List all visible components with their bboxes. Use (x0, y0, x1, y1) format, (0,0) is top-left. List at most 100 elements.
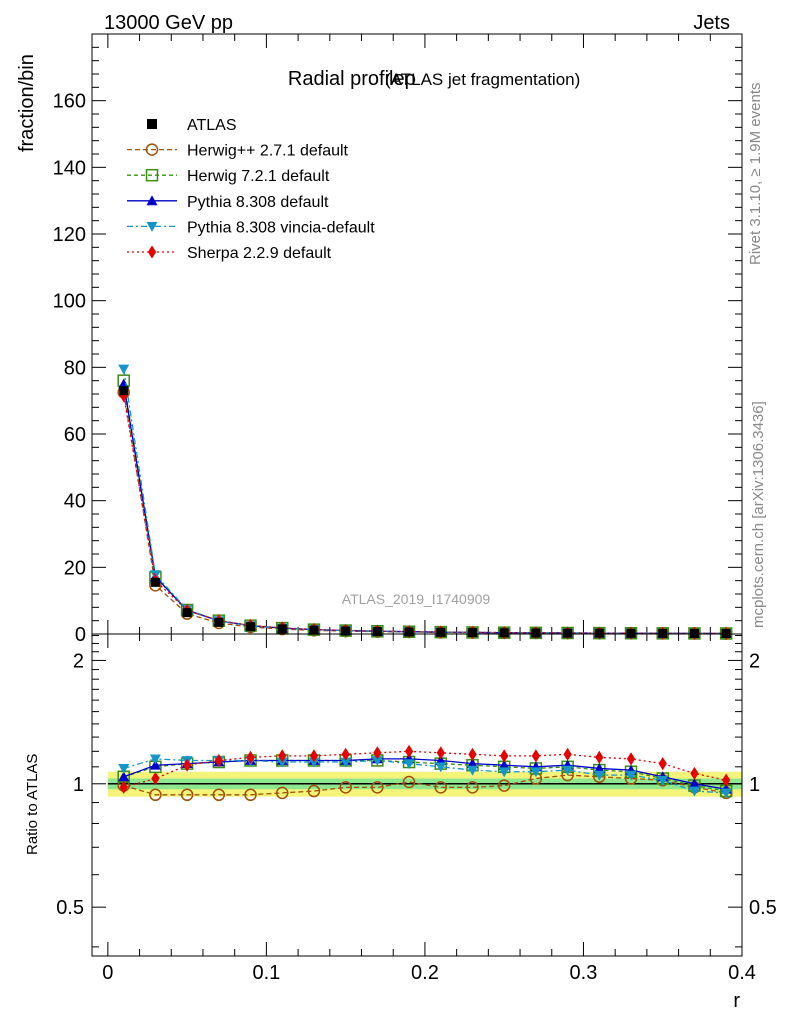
reference-point (531, 628, 541, 638)
ratio-series-point (722, 773, 731, 787)
ratio-series-point (118, 764, 130, 774)
ratio-series-point (466, 781, 479, 794)
ratio-plot-frame (91, 633, 743, 957)
x-tick-label: 0.2 (411, 962, 439, 984)
ratio-series-point (626, 752, 636, 766)
ratio-series-point (500, 749, 509, 763)
reference-point (689, 628, 699, 638)
ratio-axis-ticks: 0.5 0.5 1 1 2 2 (56, 634, 777, 956)
ratio-series-point (402, 775, 416, 789)
ratio-series-point (180, 788, 194, 802)
ratio-series-point (466, 758, 478, 769)
ratio-series-point (149, 759, 161, 770)
legend-entry: Herwig 7.2.1 default (127, 168, 330, 185)
legend-label: Pythia 8.308 default (187, 194, 329, 211)
legend-marker (145, 168, 159, 182)
ratio-series-point (657, 775, 669, 786)
ratio-series-point (563, 747, 572, 761)
y-tick-label: 40 (64, 491, 86, 513)
legend-entry: Pythia 8.308 default (127, 194, 329, 211)
reference-point (182, 608, 192, 618)
reference-point (563, 628, 573, 638)
ratio-series-group (117, 744, 733, 802)
analysis-watermark: ATLAS_2019_I1740909 (342, 591, 491, 607)
y-tick-label: 20 (64, 557, 86, 579)
reference-point (214, 617, 224, 627)
ratio-series-point (498, 767, 510, 778)
ratio-series-point (340, 757, 352, 768)
legend-marker (146, 222, 158, 232)
ratio-series-point (276, 757, 288, 768)
reference-point (150, 577, 160, 587)
reference-point (658, 628, 668, 638)
ratio-series-point (593, 770, 605, 781)
reference-series (119, 386, 731, 638)
ratio-series-point (595, 750, 604, 764)
ratio-series-line (123, 758, 727, 794)
legend-entry: Pythia 8.308 vincia-default (127, 219, 375, 236)
ratio-series-point (182, 758, 192, 772)
ratio-series-line (123, 750, 727, 789)
x-tick-label: 0.1 (252, 962, 280, 984)
y-tick-label: 100 (53, 291, 86, 313)
ratio-tick-label: 0.5 (56, 897, 84, 919)
ratio-tick-label-right: 2 (749, 650, 760, 672)
rivet-version-label: Rivet 3.1.10, ≥ 1.9M events (747, 83, 764, 266)
legend-marker (147, 119, 157, 129)
mcplots-credit-label: mcplots.cern.ch [arXiv:1306.3436] (750, 401, 767, 628)
y-tick-label: 0 (75, 624, 86, 646)
chart-subtitle: (ATLAS jet fragmentation) (385, 70, 580, 89)
y-axis-label: fraction/bin (16, 54, 38, 152)
ratio-series-point (341, 747, 350, 761)
legend-label: Sherpa 2.2.9 default (187, 245, 332, 262)
legend-marker (146, 195, 158, 206)
ratio-y-axis-label: Ratio to ATLAS (24, 754, 41, 855)
legend-label: Pythia 8.308 vincia-default (187, 219, 375, 236)
ratio-series-point (404, 744, 414, 758)
main-plot-panel: 0 20 40 60 80 100 120 140 160 Radial profileρ (A… (53, 33, 743, 646)
series-point (118, 364, 130, 375)
ratio-series-point (119, 780, 128, 794)
ratio-series-point (658, 757, 667, 771)
main-axis-ticks: 0 20 40 60 80 100 120 140 160 (53, 34, 743, 646)
x-tick-label: 0.4 (728, 962, 756, 984)
main-series-group (117, 364, 733, 641)
ratio-series-point (244, 788, 257, 802)
legend-entry: Herwig++ 2.7.1 default (127, 143, 349, 160)
reference-point (372, 627, 382, 637)
y-tick-label: 140 (53, 157, 86, 179)
ratio-series-point (371, 756, 383, 766)
ratio-tick-label: 1 (73, 774, 84, 796)
y-tick-label: 160 (53, 91, 86, 113)
reference-point (404, 627, 414, 637)
header-process-label: Jets (693, 12, 730, 34)
ratio-series-point (562, 765, 574, 776)
ratio-series-point (371, 781, 384, 794)
reference-point (436, 627, 446, 637)
ratio-tick-label: 2 (73, 650, 84, 672)
ratio-series-point (531, 749, 541, 763)
ratio-series-point (278, 749, 287, 763)
ratio-series-point (212, 788, 226, 802)
legend-entry: Sherpa 2.2.9 default (127, 245, 332, 262)
legend-label: ATLAS (187, 117, 237, 134)
legend-entry: ATLAS (147, 117, 237, 134)
reference-point (309, 625, 319, 635)
legend-marker (145, 143, 159, 156)
ratio-series-point (339, 781, 352, 794)
ratio-series-point (435, 754, 447, 765)
reference-point (277, 624, 287, 634)
x-tick-label: 0.3 (570, 962, 598, 984)
x-axis-label: r (733, 990, 740, 1012)
reference-point (119, 386, 129, 396)
legend-label: Herwig++ 2.7.1 default (187, 143, 349, 160)
x-tick-label: 0 (102, 962, 113, 984)
ratio-series-point (214, 753, 223, 768)
ratio-series-point (151, 771, 160, 786)
ratio-tick-label-right: 0.5 (749, 897, 777, 919)
y-tick-label: 120 (53, 224, 86, 246)
ratio-series-point (436, 746, 445, 760)
reference-point (626, 628, 636, 638)
ratio-series-line (123, 758, 727, 790)
